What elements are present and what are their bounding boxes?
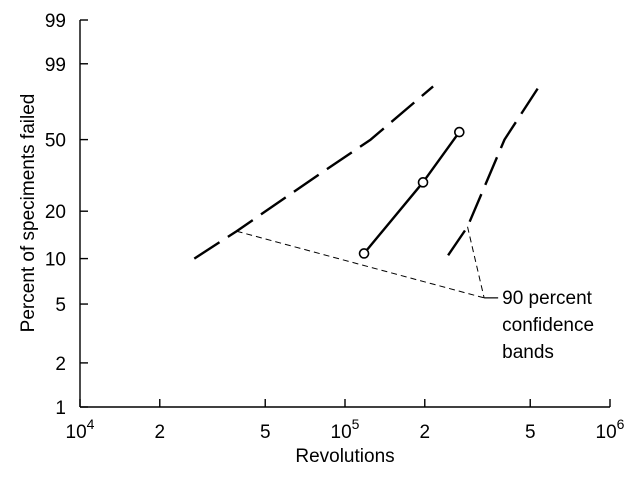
- x-tick-label-5: 5: [525, 422, 536, 443]
- x-tick-label-0: 104: [66, 416, 95, 443]
- x-tick-label-6: 106: [596, 416, 625, 443]
- y-tick-label-1: 2: [55, 354, 66, 375]
- y-tick-label-7: 99: [45, 11, 66, 32]
- annotation-line-2: bands: [502, 342, 554, 363]
- leader-line-upper: [467, 226, 485, 298]
- series-group: [193, 85, 541, 260]
- annotation-line-0: 90 percent: [502, 288, 593, 309]
- y-tick-label-2: 5: [55, 295, 66, 316]
- x-tick-label-3: 105: [331, 416, 360, 443]
- y-tick-label-0: 1: [55, 398, 66, 419]
- y-tick-label-5: 50: [45, 131, 66, 152]
- annotation-group: 90 percent confidence bands: [236, 226, 594, 363]
- data-point-0: [358, 248, 370, 259]
- series-line-1: [193, 85, 434, 260]
- x-tick-label-2: 5: [260, 422, 271, 443]
- x-tick-label-4: 2: [419, 422, 430, 443]
- x-axis-title: Revolutions: [295, 446, 394, 467]
- y-axis-title: Percent of speciments failed: [18, 94, 39, 333]
- series-line-0: [363, 131, 461, 255]
- y-tick-label-4: 20: [45, 202, 66, 223]
- series-line-2: [447, 85, 541, 256]
- annotation-line-1: confidence: [502, 315, 594, 336]
- data-point-2: [454, 126, 465, 138]
- leader-line-lower: [236, 230, 485, 299]
- x-tick-label-1: 2: [154, 422, 165, 443]
- y-tick-label-3: 10: [45, 250, 66, 271]
- data-point-1: [417, 177, 429, 188]
- ticks: 104 2 5 105 2 5 106 1 2 5 10 20 50 99 99: [45, 11, 625, 443]
- y-tick-label-6: 99: [45, 55, 66, 76]
